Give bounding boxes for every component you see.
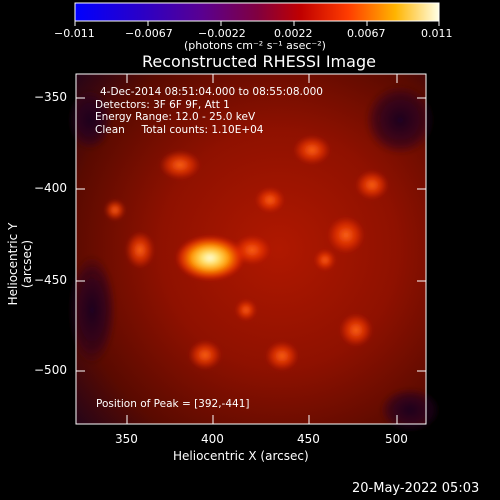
- y-axis-label: Heliocentric Y (arcsec): [6, 222, 34, 306]
- y-tick-label: −450: [34, 273, 67, 287]
- y-tick-label: −350: [34, 90, 67, 104]
- colorbar-tick-label: 0.0022: [274, 27, 313, 40]
- x-axis-label: Heliocentric X (arcsec): [173, 449, 309, 463]
- info-line-2: Detectors: 3F 6F 9F, Att 1: [95, 98, 230, 111]
- info-line-4: Clean Total counts: 1.10E+04: [95, 123, 264, 136]
- y-tick-label: −500: [34, 363, 67, 377]
- info-line-1: 4-Dec-2014 08:51:04.000 to 08:55:08.000: [100, 86, 323, 98]
- colorbar-tick-label: 0.0067: [347, 27, 386, 40]
- y-axis-ticks: [76, 97, 426, 372]
- x-tick-label: 350: [115, 432, 138, 446]
- colorbar-tick-label: −0.0022: [198, 27, 246, 40]
- colorbar-tick-label: 0.011: [421, 27, 453, 40]
- x-axis-ticks: [126, 74, 398, 424]
- colorbar: [74, 2, 440, 22]
- x-tick-label: 450: [297, 432, 320, 446]
- y-tick-label: −400: [34, 181, 67, 195]
- colorbar-ticks: [74, 21, 440, 26]
- x-tick-label: 400: [201, 432, 224, 446]
- image-plot: [68, 73, 440, 432]
- colorbar-tick-label: −0.0067: [125, 27, 173, 40]
- colorbar-tick-label: −0.011: [54, 27, 95, 40]
- plot-title: Reconstructed RHESSI Image: [142, 52, 376, 71]
- info-block: 4-Dec-2014 08:51:04.000 to 08:55:08.000 …: [95, 86, 323, 136]
- colorbar-units-label: (photons cm⁻² s⁻¹ asec⁻²): [184, 39, 326, 52]
- x-tick-label: 500: [385, 432, 408, 446]
- peak-position-text: Position of Peak = [392,-441]: [96, 398, 250, 410]
- footer-timestamp: 20-May-2022 05:03: [352, 481, 480, 496]
- info-line-3: Energy Range: 12.0 - 25.0 keV: [95, 111, 256, 123]
